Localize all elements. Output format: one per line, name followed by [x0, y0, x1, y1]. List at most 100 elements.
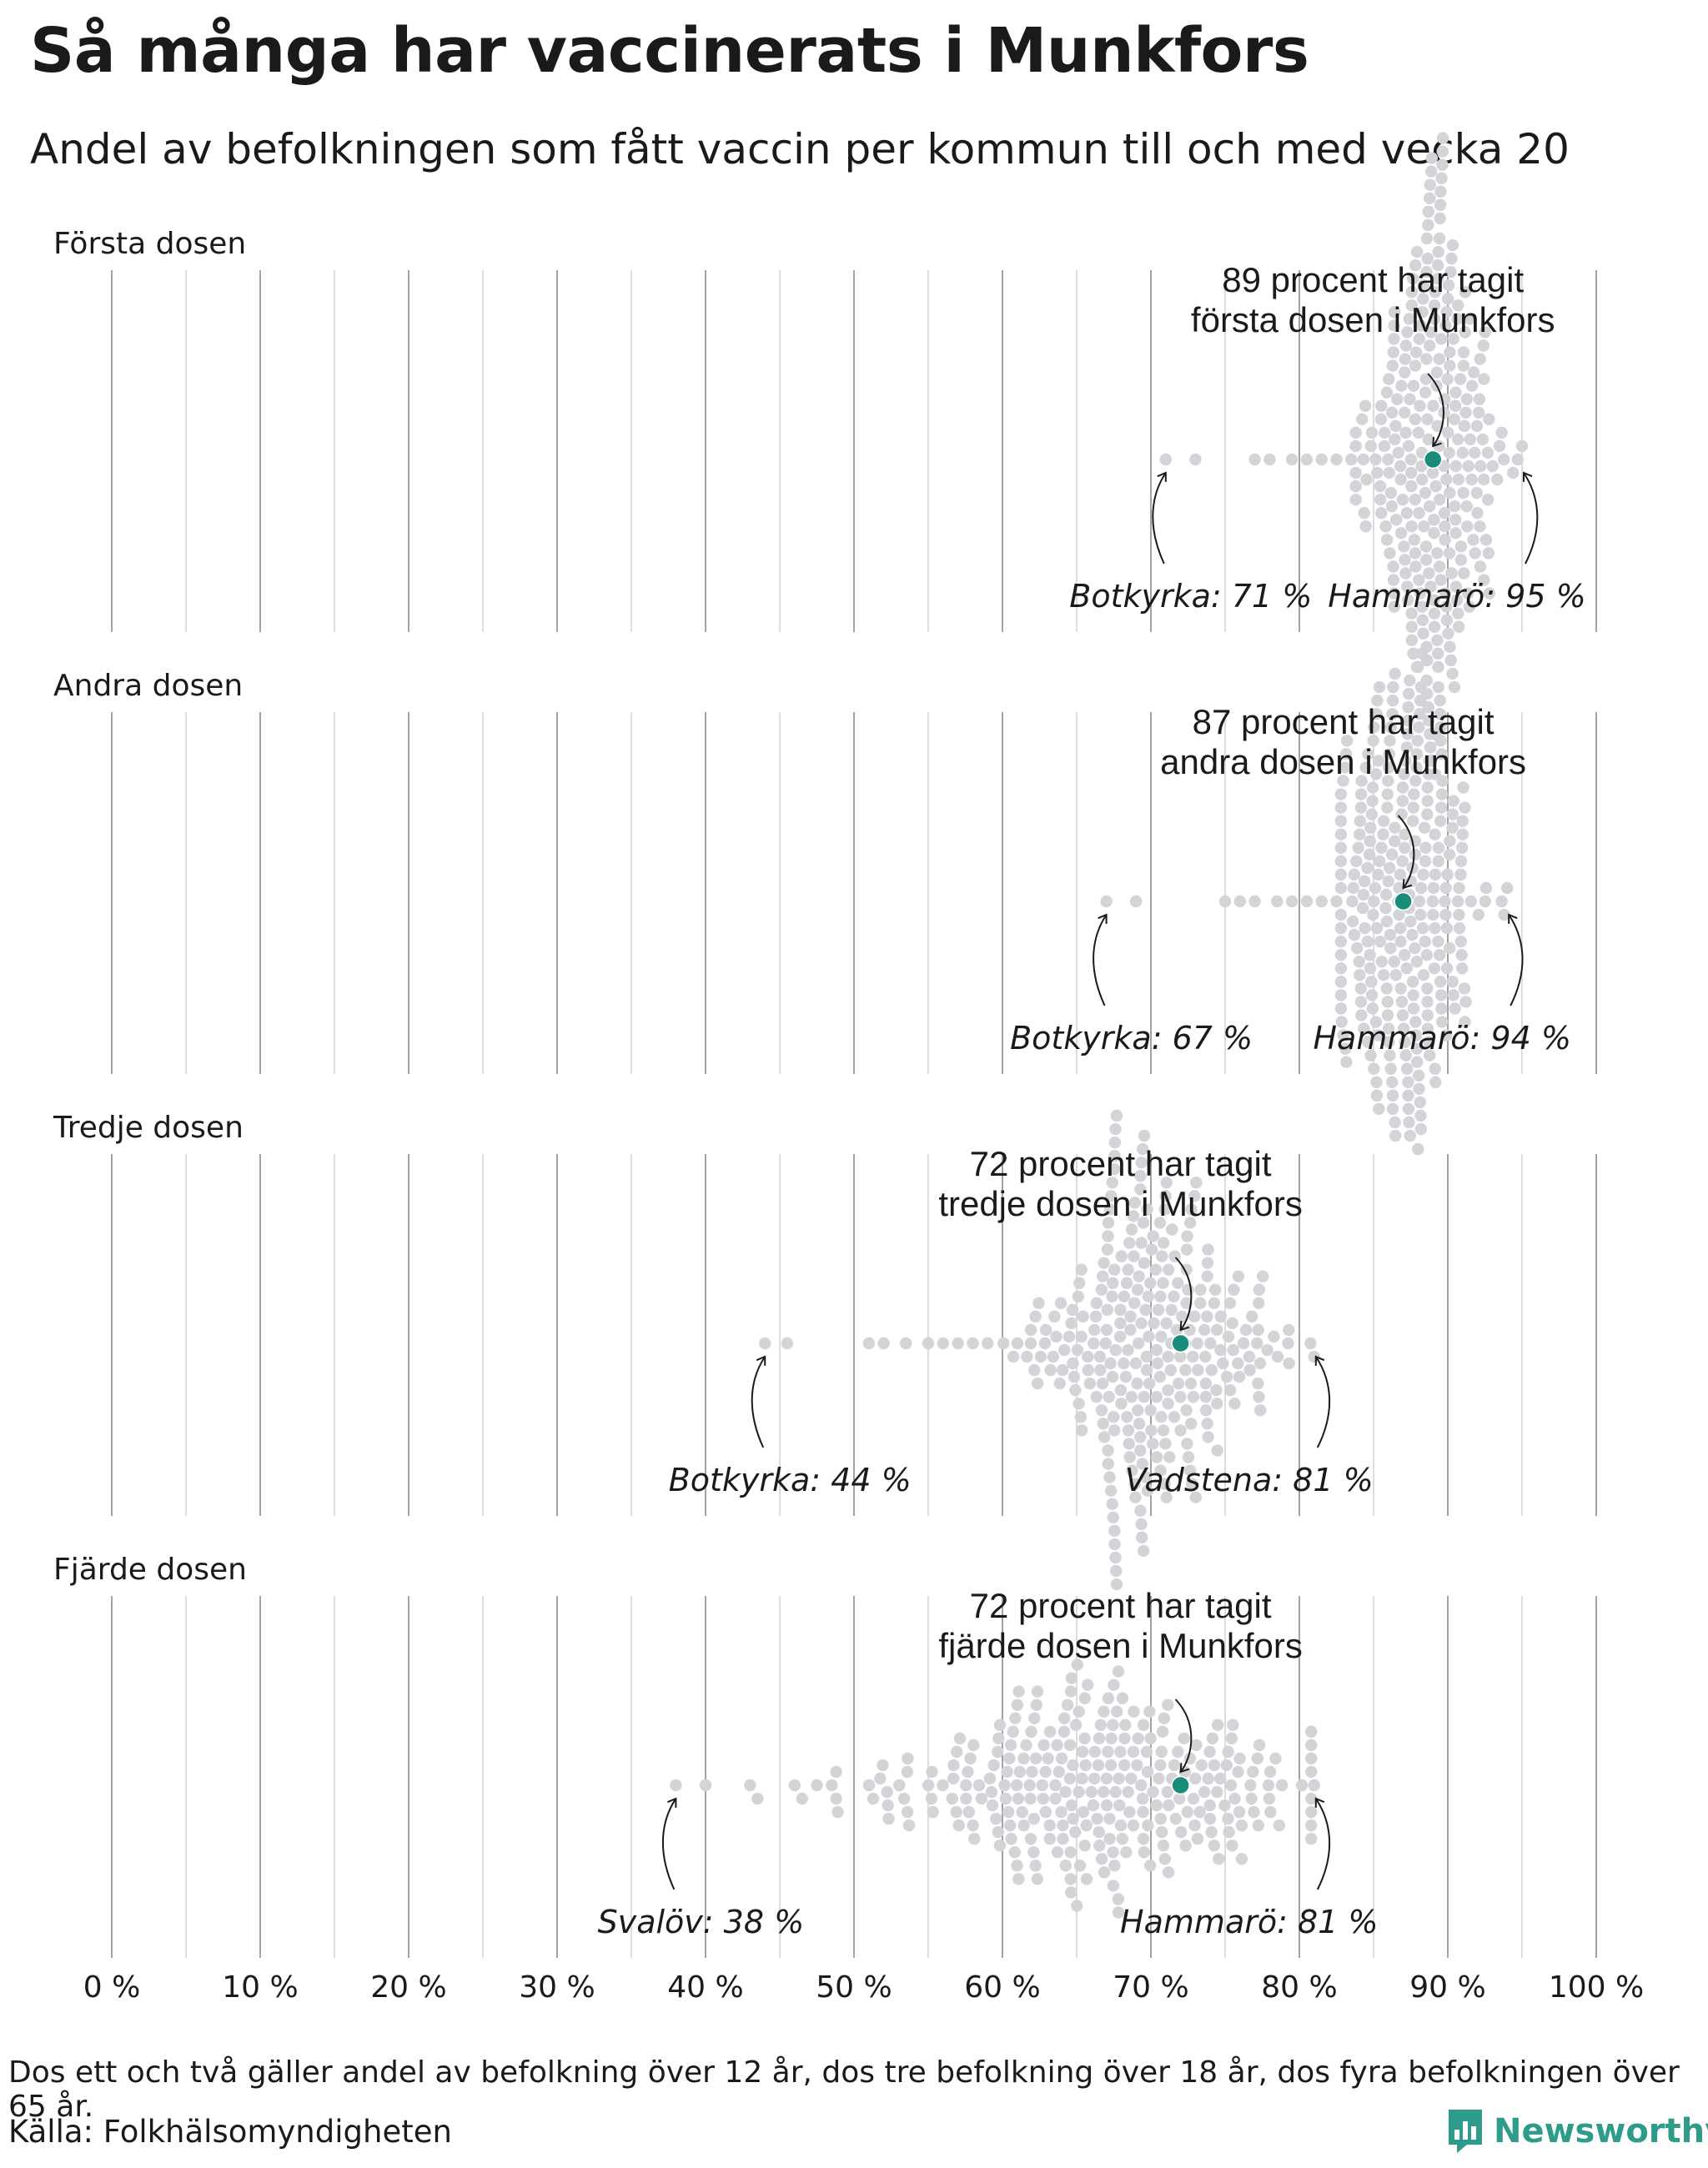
- municipality-dot: [1411, 735, 1424, 747]
- municipality-dot: [1183, 1464, 1197, 1477]
- municipality-dot: [1422, 700, 1434, 714]
- municipality-dot: [1459, 996, 1472, 1008]
- municipality-dot: [1434, 815, 1447, 827]
- municipality-dot: [1387, 574, 1400, 586]
- municipality-dot: [1334, 801, 1348, 814]
- municipality-dot: [1088, 1745, 1102, 1759]
- municipality-dot: [1429, 286, 1441, 299]
- municipality-dot: [1372, 868, 1384, 881]
- municipality-dot: [1162, 1866, 1175, 1879]
- municipality-dot: [1411, 1056, 1424, 1068]
- municipality-dot: [1251, 1337, 1263, 1350]
- municipality-dot: [1180, 1297, 1193, 1310]
- municipality-dot: [1393, 881, 1405, 895]
- municipality-dot: [1063, 1739, 1077, 1752]
- municipality-dot: [1227, 1343, 1239, 1357]
- municipality-dot: [1227, 1719, 1239, 1731]
- municipality-dot: [1153, 1370, 1167, 1383]
- munkfors-dot: [1394, 891, 1413, 911]
- municipality-dot: [1008, 1846, 1021, 1859]
- municipality-dot: [1126, 1464, 1138, 1477]
- municipality-dot: [1379, 901, 1392, 915]
- municipality-dot: [1134, 1431, 1147, 1443]
- municipality-dot: [1404, 393, 1416, 405]
- municipality-dot: [1099, 1337, 1112, 1350]
- municipality-dot: [1128, 1705, 1140, 1718]
- municipality-dot: [1370, 1089, 1384, 1102]
- municipality-dot: [1440, 306, 1453, 319]
- municipality-dot: [1427, 399, 1439, 412]
- municipality-dot: [1409, 346, 1423, 359]
- municipality-dot: [1379, 426, 1391, 439]
- municipality-dot: [1163, 1451, 1176, 1463]
- municipality-dot: [1423, 567, 1435, 580]
- municipality-dot: [1399, 1036, 1411, 1048]
- municipality-dot: [1396, 855, 1409, 868]
- municipality-dot: [1172, 1745, 1184, 1759]
- x-tick-label: 50 %: [816, 1970, 892, 2005]
- municipality-dot: [1076, 1772, 1088, 1785]
- municipality-dot: [1349, 493, 1362, 506]
- municipality-dot: [1444, 835, 1456, 847]
- municipality-dot: [1412, 1069, 1425, 1081]
- municipality-dot: [874, 1772, 887, 1785]
- municipality-dot: [670, 1779, 682, 1792]
- municipality-dot: [1282, 1337, 1294, 1350]
- municipality-dot: [964, 1752, 977, 1765]
- municipality-dot: [1034, 1350, 1047, 1363]
- municipality-dot: [1340, 1056, 1353, 1068]
- municipality-dot: [1345, 453, 1358, 466]
- municipality-dot: [1386, 707, 1399, 720]
- municipality-dot: [1399, 366, 1411, 379]
- municipality-dot: [1414, 680, 1428, 694]
- municipality-dot: [1184, 1418, 1198, 1430]
- municipality-dot: [1237, 1337, 1250, 1350]
- municipality-dot: [1383, 466, 1396, 479]
- municipality-dot: [1097, 1418, 1109, 1430]
- municipality-dot: [1355, 775, 1368, 787]
- municipality-dot: [1387, 680, 1399, 694]
- municipality-dot: [1474, 560, 1487, 573]
- municipality-dot: [1458, 982, 1471, 995]
- municipality-dot: [1339, 1042, 1352, 1055]
- municipality-dot: [1080, 1873, 1093, 1885]
- municipality-dot: [1449, 459, 1463, 473]
- municipality-dot: [1436, 145, 1449, 158]
- municipality-dot: [1346, 895, 1359, 908]
- municipality-dot: [1435, 1016, 1449, 1028]
- municipality-dot: [1253, 1404, 1267, 1417]
- municipality-dot: [1448, 500, 1461, 513]
- municipality-dot: [1439, 895, 1451, 908]
- municipality-dot: [1386, 1102, 1399, 1116]
- municipality-dot: [1377, 969, 1390, 981]
- municipality-dot: [1218, 895, 1232, 908]
- municipality-dot: [1066, 1303, 1079, 1317]
- municipality-dot: [1043, 1819, 1056, 1832]
- municipality-dot: [1075, 1424, 1088, 1437]
- x-tick-label: 10 %: [222, 1970, 298, 2005]
- municipality-dot: [1457, 486, 1469, 499]
- municipality-dot: [1429, 1076, 1442, 1089]
- municipality-dot: [1315, 895, 1328, 908]
- municipality-dot: [1408, 788, 1420, 800]
- x-tick-label: 80 %: [1261, 1970, 1337, 2005]
- municipality-dot: [960, 1792, 972, 1805]
- municipality-dot: [902, 1819, 916, 1832]
- municipality-dot: [1100, 1799, 1113, 1812]
- municipality-dot: [1147, 1438, 1159, 1450]
- x-tick-label: 20 %: [370, 1970, 446, 2005]
- municipality-dot: [1283, 1357, 1295, 1370]
- municipality-dot: [1131, 1283, 1144, 1296]
- municipality-dot: [1478, 574, 1490, 586]
- municipality-dot: [1400, 741, 1414, 754]
- municipality-dot: [937, 1779, 949, 1792]
- municipality-dot: [1407, 989, 1419, 1001]
- municipality-dot: [1394, 473, 1407, 486]
- municipality-dot: [1371, 466, 1384, 479]
- max-arrow: [1508, 913, 1524, 1006]
- municipality-dot: [1194, 1283, 1207, 1296]
- municipality-dot: [1414, 1122, 1428, 1136]
- municipality-dot: [1339, 761, 1351, 774]
- municipality-dot: [1228, 1398, 1241, 1410]
